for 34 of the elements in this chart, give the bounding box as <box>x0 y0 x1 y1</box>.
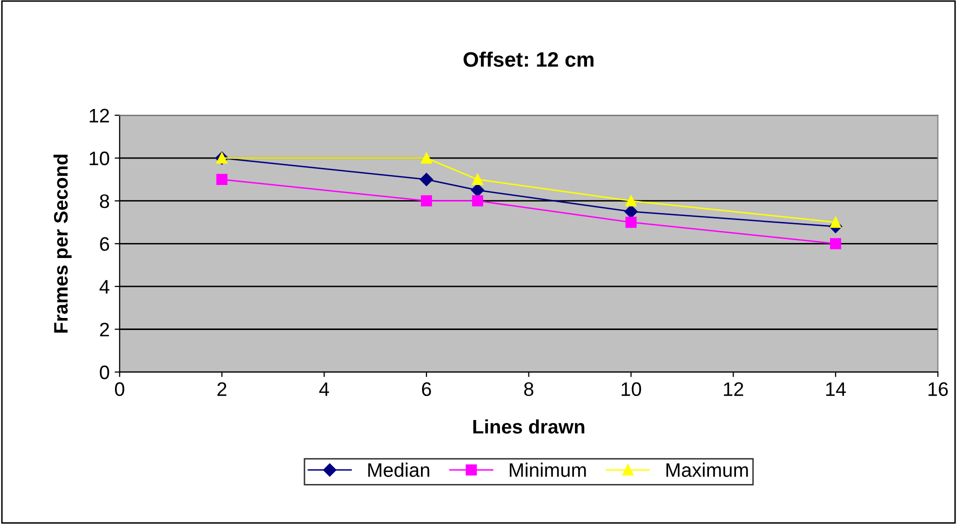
point <box>472 174 484 186</box>
point <box>830 238 842 250</box>
y-axis-title: Frames per Second <box>53 154 72 333</box>
y-tick-label: 0 <box>100 366 110 380</box>
point <box>830 216 842 228</box>
point <box>216 174 228 186</box>
y-tick-label: 12 <box>90 108 109 122</box>
point <box>625 195 637 206</box>
x-tick-label: 12 <box>724 382 744 396</box>
x-tick-label: 2 <box>217 382 226 396</box>
chart-title: Offset: 12 cm <box>464 52 594 67</box>
x-tick-label: 6 <box>422 382 432 396</box>
legend-label: Maximum <box>666 462 748 477</box>
point <box>471 184 484 197</box>
legend-label: Median <box>368 462 430 477</box>
x-tick-label: 8 <box>524 382 534 396</box>
point <box>420 152 432 164</box>
point <box>625 216 637 228</box>
x-tick-label: 16 <box>928 382 948 396</box>
x-tick-label: 10 <box>622 382 642 396</box>
point <box>420 195 432 206</box>
y-tick-label: 10 <box>90 152 110 166</box>
y-tick-label: 6 <box>100 237 110 251</box>
point <box>472 195 484 206</box>
y-tick-label: 8 <box>100 194 110 208</box>
x-axis-title: Lines drawn <box>473 419 584 434</box>
y-tick-label: 4 <box>100 280 110 294</box>
point <box>624 204 638 218</box>
x-tick-label: 0 <box>114 382 124 396</box>
y-tick-label: 2 <box>100 322 109 336</box>
x-tick-label: 14 <box>826 382 846 396</box>
x-tick-label: 4 <box>319 382 330 396</box>
point <box>420 172 434 186</box>
legend-label: Minimum <box>510 462 586 477</box>
